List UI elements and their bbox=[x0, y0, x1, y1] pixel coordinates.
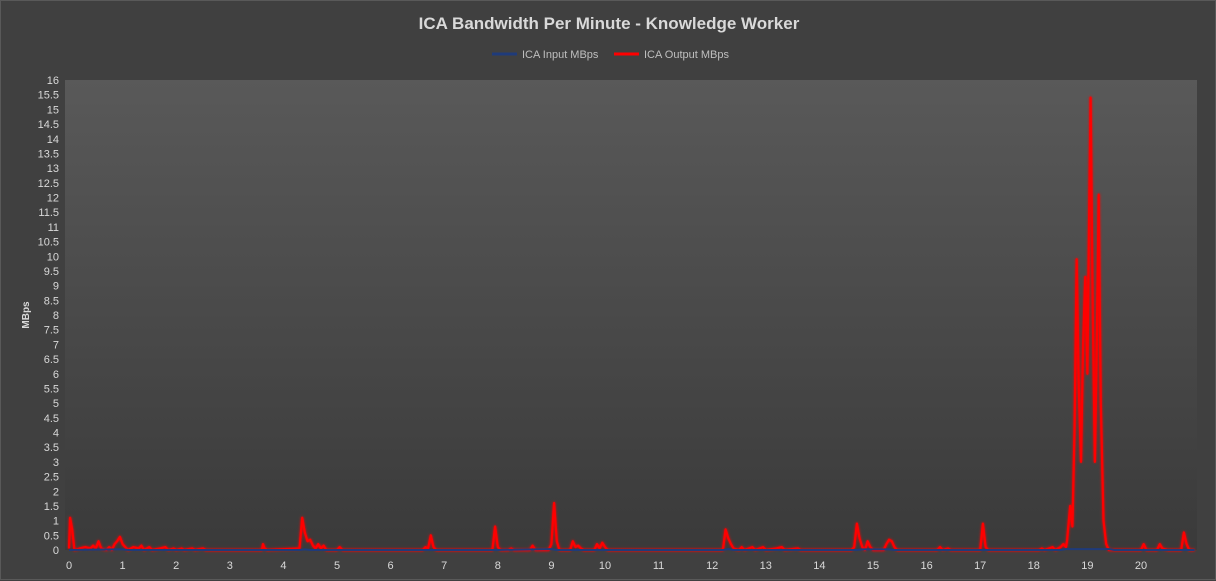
y-tick-label: 12.5 bbox=[38, 178, 59, 190]
y-tick-label: 7 bbox=[53, 339, 59, 351]
y-tick-label: 1 bbox=[53, 516, 59, 528]
x-tick-label: 16 bbox=[920, 560, 932, 572]
y-tick-label: 0 bbox=[53, 545, 59, 557]
y-tick-label: 9 bbox=[53, 281, 59, 293]
x-tick-label: 13 bbox=[760, 560, 772, 572]
legend-label-input: ICA Input MBps bbox=[522, 49, 599, 61]
x-tick-label: 10 bbox=[599, 560, 611, 572]
y-tick-label: 13 bbox=[47, 163, 59, 175]
y-tick-label: 4 bbox=[53, 428, 59, 440]
x-tick-label: 4 bbox=[280, 560, 286, 572]
y-tick-label: 11.5 bbox=[38, 207, 59, 219]
y-tick-label: 7.5 bbox=[44, 325, 59, 337]
y-tick-label: 14 bbox=[47, 134, 59, 146]
y-tick-label: 9.5 bbox=[44, 266, 59, 278]
y-tick-label: 12 bbox=[47, 193, 59, 205]
x-tick-label: 1 bbox=[120, 560, 126, 572]
x-tick-label: 19 bbox=[1081, 560, 1093, 572]
y-tick-label: 6.5 bbox=[44, 354, 59, 366]
plot-area bbox=[65, 80, 1197, 550]
y-tick-label: 1.5 bbox=[44, 501, 59, 513]
y-axis: 00.511.522.533.544.555.566.577.588.599.5… bbox=[38, 75, 59, 557]
x-tick-label: 11 bbox=[653, 560, 664, 572]
y-tick-label: 4.5 bbox=[44, 413, 59, 425]
x-tick-label: 0 bbox=[66, 560, 72, 572]
y-tick-label: 14.5 bbox=[38, 119, 59, 131]
legend-label-output: ICA Output MBps bbox=[644, 49, 729, 61]
chart-title: ICA Bandwidth Per Minute - Knowledge Wor… bbox=[419, 14, 800, 33]
y-tick-label: 13.5 bbox=[38, 148, 59, 160]
x-tick-label: 12 bbox=[706, 560, 718, 572]
y-tick-label: 15.5 bbox=[38, 90, 59, 102]
x-tick-label: 14 bbox=[813, 560, 825, 572]
x-tick-label: 6 bbox=[388, 560, 394, 572]
x-tick-label: 2 bbox=[173, 560, 179, 572]
x-tick-label: 20 bbox=[1135, 560, 1147, 572]
x-tick-label: 15 bbox=[867, 560, 879, 572]
x-tick-label: 5 bbox=[334, 560, 340, 572]
y-tick-label: 3 bbox=[53, 457, 59, 469]
x-tick-label: 8 bbox=[495, 560, 501, 572]
legend: ICA Input MBps ICA Output MBps bbox=[492, 49, 729, 61]
y-tick-label: 2.5 bbox=[44, 472, 59, 484]
y-tick-label: 10.5 bbox=[38, 237, 59, 249]
x-tick-label: 3 bbox=[227, 560, 233, 572]
x-tick-label: 7 bbox=[441, 560, 447, 572]
y-tick-label: 5.5 bbox=[44, 383, 59, 395]
x-axis: 0 1 2 3 4 5 6 7 8 9 10 11 12 13 14 15 16 17 18 19 20 bbox=[66, 560, 1147, 572]
y-tick-label: 8 bbox=[53, 310, 59, 322]
y-tick-label: 5 bbox=[53, 398, 59, 410]
x-tick-label: 9 bbox=[548, 560, 554, 572]
y-tick-label: 3.5 bbox=[44, 442, 59, 454]
y-tick-label: 15 bbox=[47, 104, 59, 116]
y-tick-label: 11 bbox=[48, 222, 59, 234]
y-axis-title: MBps bbox=[21, 301, 32, 329]
series-layer bbox=[67, 96, 1195, 552]
x-tick-label: 18 bbox=[1028, 560, 1040, 572]
y-tick-label: 16 bbox=[47, 75, 59, 87]
y-tick-label: 0.5 bbox=[44, 530, 59, 542]
y-tick-label: 8.5 bbox=[44, 295, 59, 307]
series-line-input bbox=[68, 548, 1195, 551]
y-tick-label: 6 bbox=[53, 369, 59, 381]
x-tick-label: 17 bbox=[974, 560, 986, 572]
y-tick-label: 10 bbox=[47, 251, 59, 263]
y-tick-label: 2 bbox=[53, 486, 59, 498]
